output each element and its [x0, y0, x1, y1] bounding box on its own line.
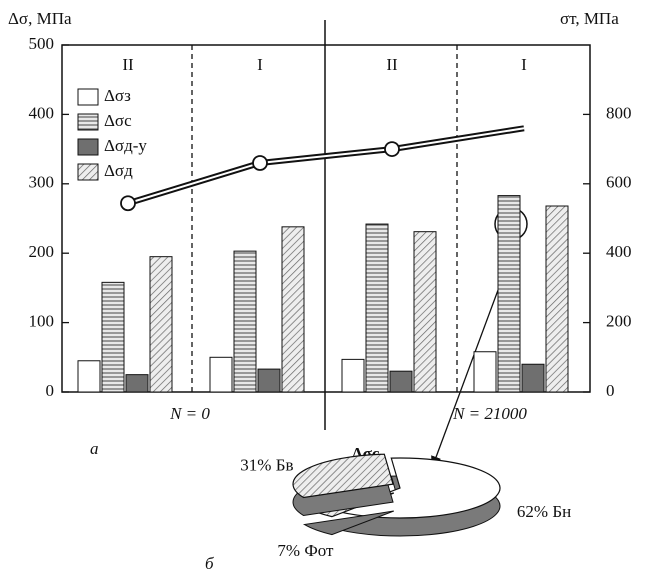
- line-marker: [120, 195, 136, 212]
- legend-swatch: [77, 113, 99, 131]
- category-label: I: [521, 55, 527, 74]
- bar: [257, 368, 281, 393]
- category-label: II: [386, 55, 398, 74]
- y-tick-label: 300: [29, 173, 55, 192]
- bar: [365, 223, 389, 393]
- panel-label: а: [90, 439, 99, 458]
- y2-axis-label: σт, МПа: [560, 9, 619, 28]
- category-label: I: [257, 55, 263, 74]
- y-tick-label: 200: [29, 242, 55, 261]
- group-label: N = 0: [169, 404, 210, 423]
- bar: [497, 195, 521, 393]
- plot-frame: [61, 44, 591, 393]
- pie-value-label: 31%: [240, 456, 271, 475]
- bar: [77, 360, 101, 393]
- pie-label: 7% Фот: [277, 541, 334, 560]
- pie-value-label: 62%: [517, 502, 548, 521]
- bar: [209, 356, 233, 393]
- y-tick-label: 500: [29, 34, 55, 53]
- y-tick-label: 100: [29, 312, 55, 331]
- bar: [149, 256, 173, 393]
- pie-value-label: 7%: [277, 541, 300, 560]
- bar: [521, 363, 545, 393]
- plot: Δσ, МПа σт, МПа N = 0 N = 21000 а: [8, 9, 619, 470]
- y-axis-label: Δσ, МПа: [8, 9, 72, 28]
- group-label: N = 21000: [452, 404, 527, 423]
- bar: [389, 370, 413, 393]
- line-core: [127, 127, 525, 205]
- bar: [473, 351, 497, 393]
- y2-tick-label: 600: [606, 173, 632, 192]
- bar: [281, 226, 305, 393]
- y2-tick-label: 800: [606, 103, 632, 122]
- y-tick-label: 400: [29, 103, 55, 122]
- line-marker: [252, 155, 268, 171]
- pie-category-label: Бн: [552, 502, 571, 521]
- panel-label: б: [205, 554, 214, 573]
- bar: [233, 250, 257, 393]
- pie-category-label: Фот: [304, 541, 334, 560]
- pie-label: 31% Бв: [240, 456, 293, 475]
- bar: [413, 231, 437, 393]
- legend-label: Δσд: [104, 161, 133, 180]
- legend-swatch: [77, 138, 99, 156]
- legend-swatch: [77, 163, 99, 181]
- bar: [341, 358, 365, 393]
- legend-label: Δσз: [104, 86, 131, 105]
- bar: [125, 374, 149, 393]
- y2-tick-label: 0: [606, 381, 615, 400]
- line: [127, 125, 525, 207]
- legend-swatch: [77, 88, 99, 106]
- pie-label: 62% Бн: [517, 502, 571, 521]
- y2-tick-label: 200: [606, 312, 632, 331]
- bar: [101, 281, 125, 393]
- legend-label: Δσс: [104, 111, 132, 130]
- legend-label: Δσд-у: [104, 136, 147, 155]
- category-label: II: [122, 55, 134, 74]
- y2-tick-label: 400: [606, 242, 632, 261]
- pie-slice: [292, 453, 394, 499]
- pie-slice-side: [302, 510, 394, 536]
- pie-category-label: Бв: [276, 456, 294, 475]
- y-tick-label: 0: [46, 381, 55, 400]
- bar: [545, 205, 569, 393]
- line-marker: [384, 141, 400, 158]
